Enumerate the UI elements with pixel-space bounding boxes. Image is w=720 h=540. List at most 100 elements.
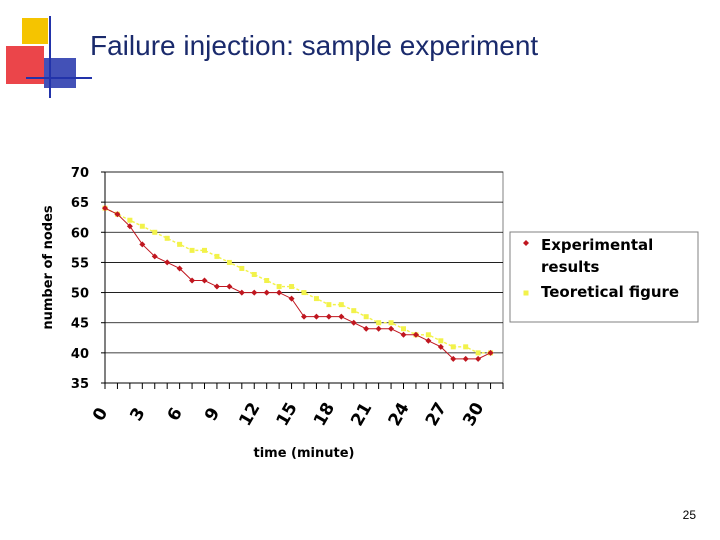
data-point: [164, 235, 170, 241]
y-axis-title: number of nodes: [41, 205, 56, 330]
grid-lines: [104, 171, 504, 384]
data-point: [351, 308, 357, 314]
data-point: [388, 320, 394, 326]
data-point: [376, 320, 382, 326]
series-line: [104, 207, 491, 360]
slide-title: Failure injection: sample experiment: [90, 30, 539, 61]
data-point: [363, 314, 369, 320]
x-tick-label: 15: [273, 399, 302, 430]
data-point: [114, 211, 121, 218]
data-point: [388, 325, 395, 332]
data-point: [338, 313, 345, 320]
data-point: [313, 313, 320, 320]
data-point: [226, 283, 233, 290]
deco-yellow-square: [22, 18, 48, 44]
y-tick-label: 60: [71, 226, 89, 241]
data-point: [425, 337, 432, 344]
page-number: 25: [682, 508, 696, 522]
x-tick-label: 0: [89, 404, 112, 424]
data-point: [214, 253, 220, 259]
data-point: [301, 290, 307, 296]
data-point: [126, 223, 133, 230]
data-point: [463, 344, 469, 350]
data-point: [487, 349, 494, 356]
deco-vertical-line: [49, 16, 51, 98]
deco-horizontal-line: [26, 77, 92, 79]
x-tick-label: 24: [385, 399, 414, 430]
data-point: [152, 229, 158, 235]
data-point: [325, 313, 332, 320]
data-point: [438, 338, 444, 344]
data-point: [226, 259, 232, 265]
data-point: [450, 355, 457, 362]
data-point: [401, 326, 406, 332]
data-point: [276, 284, 282, 290]
x-axis-title: time (minute): [254, 446, 355, 461]
y-tick-label: 50: [71, 287, 89, 302]
legend-label-line: results: [541, 258, 599, 276]
y-tick-label: 35: [71, 377, 89, 392]
x-tick-label: 3: [126, 404, 149, 424]
data-point: [437, 343, 444, 350]
y-tick-label: 45: [71, 317, 89, 332]
data-point: [475, 350, 481, 356]
x-tick-label: 12: [235, 399, 264, 430]
data-point: [338, 302, 344, 308]
y-tick-label: 70: [71, 166, 89, 181]
x-tick-label: 9: [201, 404, 224, 424]
data-point: [251, 289, 258, 296]
x-tick-label: 21: [347, 399, 376, 430]
data-point: [139, 223, 145, 229]
data-point: [301, 313, 307, 320]
data-point: [276, 289, 283, 296]
legend: Experimental results Teoretical figure: [509, 231, 699, 323]
plot-area: [104, 171, 504, 384]
data-point: [363, 325, 370, 332]
data-point: [176, 265, 183, 272]
data-point: [127, 217, 133, 223]
data-point: [238, 289, 245, 296]
legend-label-theoretical: Teoretical figure: [541, 283, 679, 301]
series-experimental: [102, 205, 494, 362]
data-point: [475, 355, 482, 362]
data-point: [326, 302, 332, 308]
data-point: [450, 344, 456, 350]
data-point: [139, 241, 146, 248]
data-point: [189, 277, 196, 284]
legend-marker-theoretical: [523, 290, 529, 296]
data-point: [264, 278, 270, 284]
data-point: [164, 259, 171, 266]
legend-label-line: Experimental: [541, 236, 653, 254]
data-point: [202, 247, 207, 253]
data-point: [375, 325, 382, 332]
data-point: [177, 241, 183, 247]
data-point: [313, 296, 319, 302]
series-layer: [102, 205, 494, 362]
series-line: [104, 207, 491, 354]
data-point: [151, 253, 158, 260]
data-point: [251, 271, 257, 277]
legend-marker-experimental: [523, 240, 529, 246]
y-tick-label: 65: [71, 196, 89, 211]
data-point: [462, 355, 469, 362]
data-point: [102, 205, 108, 212]
data-point: [289, 284, 295, 290]
x-tick-label: 30: [459, 399, 488, 430]
data-point: [288, 295, 295, 302]
y-tick-label: 55: [71, 256, 89, 271]
data-point: [201, 277, 208, 284]
data-point: [412, 331, 419, 338]
legend-label-experimental: Experimental results: [541, 236, 653, 276]
data-point: [189, 247, 195, 253]
data-point: [350, 319, 357, 326]
x-tick-label: 18: [310, 399, 339, 430]
data-point: [213, 283, 220, 290]
y-tick-label: 40: [71, 347, 89, 362]
data-point: [400, 331, 407, 338]
legend-box: [509, 231, 699, 323]
series-theoretical: [102, 205, 494, 356]
data-point: [239, 265, 245, 271]
data-point: [263, 289, 270, 296]
data-point: [425, 332, 431, 338]
